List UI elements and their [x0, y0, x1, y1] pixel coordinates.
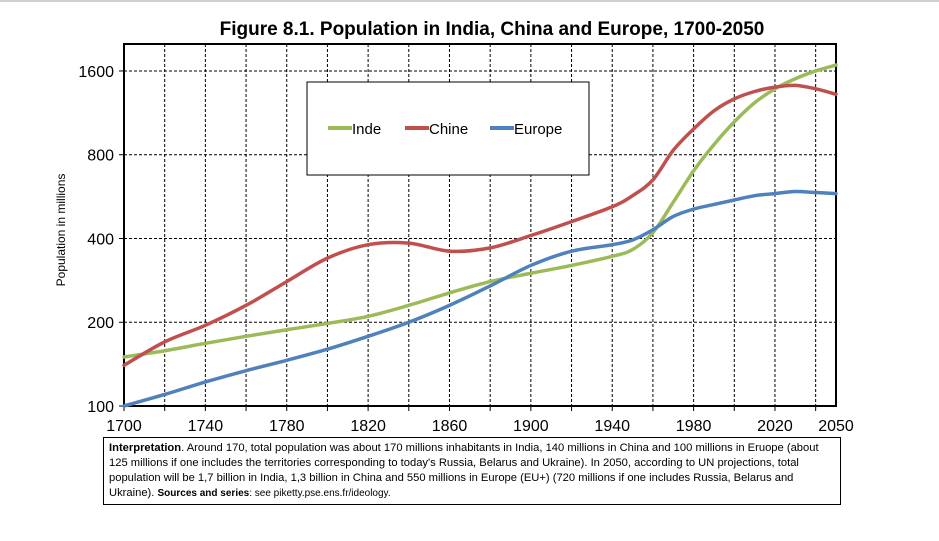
x-tick-label: 2050 [818, 418, 854, 435]
x-tick-label: 1740 [188, 418, 224, 435]
x-tick-label: 1940 [594, 418, 630, 435]
y-axis-label: Population in millions [54, 174, 68, 287]
x-tick-label: 1780 [269, 418, 305, 435]
legend-label-europe: Europe [514, 121, 562, 138]
x-tick-label: 1820 [350, 418, 386, 435]
y-tick-label: 400 [87, 231, 114, 248]
y-tick-label: 800 [87, 148, 114, 165]
note-text: . Around 170, total population was about… [109, 442, 819, 499]
sources-label: Sources and series [157, 488, 250, 499]
x-tick-label: 2020 [757, 418, 793, 435]
series-line-inde [122, 63, 838, 359]
plot-frame [123, 43, 837, 407]
x-tick-label: 1700 [106, 418, 142, 435]
interpretation-note: Interpretation. Around 170, total popula… [103, 437, 841, 505]
note-label: Interpretation [109, 442, 182, 454]
legend-label-chine: Chine [429, 121, 468, 138]
x-tick-label: 1980 [676, 418, 712, 435]
series-line-europe [122, 189, 838, 408]
legend-box [306, 81, 590, 176]
x-tick-label: 1860 [432, 418, 468, 435]
x-tick-label: 1900 [513, 418, 549, 435]
chart-title: Figure 8.1. Population in India, China a… [220, 19, 765, 40]
sources-text: : see piketty.pse.ens.fr/ideology. [249, 488, 391, 499]
y-tick-label: 200 [87, 315, 114, 332]
y-tick-label: 1600 [78, 64, 114, 81]
y-tick-label: 100 [87, 399, 114, 416]
series-line-chine [122, 83, 838, 368]
top-border [0, 0, 939, 2]
legend-label-inde: Inde [352, 121, 381, 138]
